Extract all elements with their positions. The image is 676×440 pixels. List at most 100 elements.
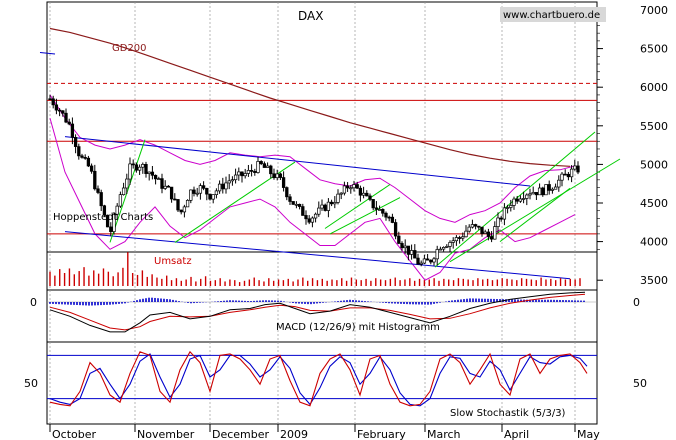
gd200-polyline xyxy=(49,27,571,167)
channel-line xyxy=(39,52,56,55)
y-tick-label: 6500 xyxy=(640,43,668,56)
macd-signal-line xyxy=(49,293,586,331)
stochastic-panel-frame xyxy=(46,341,598,425)
candle-body xyxy=(387,216,391,219)
stochastic-lines xyxy=(47,350,597,407)
trend-line xyxy=(109,139,146,243)
candle-body xyxy=(390,216,395,223)
candle-body xyxy=(205,187,209,195)
candle-body xyxy=(70,123,75,138)
candle-body xyxy=(118,194,123,207)
candle-body xyxy=(281,177,286,188)
trend-line xyxy=(499,187,571,242)
candle-body xyxy=(102,205,107,216)
candle-body xyxy=(451,240,455,243)
candle-body xyxy=(550,188,555,191)
candle-body xyxy=(189,189,193,201)
watermark-text: www.chartbuero.de xyxy=(503,10,600,21)
candle-body xyxy=(573,165,577,170)
candle-body xyxy=(166,185,171,188)
candle-body xyxy=(173,198,177,201)
candle-body xyxy=(422,258,427,264)
candle-body xyxy=(134,164,139,171)
candle-body xyxy=(534,192,539,196)
candle-body xyxy=(349,187,353,190)
candle-body xyxy=(89,165,94,172)
x-tick-label: December xyxy=(212,428,270,440)
macd-zero-left: 0 xyxy=(30,296,37,309)
candle-body xyxy=(377,209,382,211)
y-tick-label: 7000 xyxy=(640,4,668,17)
candle-body xyxy=(409,250,414,255)
candle-body xyxy=(528,193,532,196)
candle-body xyxy=(566,173,571,178)
candle-body xyxy=(77,146,81,157)
candle-body xyxy=(320,204,324,209)
candle-body xyxy=(265,165,270,168)
candle-body xyxy=(185,199,190,208)
candle-body xyxy=(246,170,251,174)
candle-body xyxy=(224,182,228,190)
candle-body xyxy=(115,205,119,215)
candle-body xyxy=(256,161,260,173)
candle-body xyxy=(425,258,430,261)
candle-body xyxy=(233,174,238,181)
candle-body xyxy=(109,226,113,232)
candle-body xyxy=(569,168,574,178)
candle-body xyxy=(217,183,222,192)
y-tick-label: 5000 xyxy=(640,158,668,171)
candle-body xyxy=(121,187,126,196)
candle-body xyxy=(259,161,263,165)
candle-body xyxy=(512,198,516,206)
candle-body xyxy=(73,137,78,147)
channel-line xyxy=(64,231,571,280)
gd200-line xyxy=(49,27,571,167)
candle-body xyxy=(333,202,337,205)
candle-body xyxy=(80,155,84,158)
candle-body xyxy=(211,194,215,200)
candle-body xyxy=(464,230,468,238)
candle-body xyxy=(400,243,404,249)
candle-body xyxy=(381,209,385,214)
x-tick-label: May xyxy=(577,428,600,440)
candle-body xyxy=(83,157,87,159)
candle-body xyxy=(461,236,465,239)
stoch-50-right: 50 xyxy=(633,377,647,390)
trend-line xyxy=(449,158,621,263)
candle-body xyxy=(499,217,503,220)
candle-body xyxy=(505,207,510,209)
candle-body xyxy=(249,170,254,172)
y-tick-label: 4000 xyxy=(640,236,668,249)
candle-body xyxy=(240,171,244,177)
stoch-50-left: 50 xyxy=(24,377,38,390)
candle-body xyxy=(278,173,283,178)
y-tick-label: 3500 xyxy=(640,274,668,287)
candle-body xyxy=(297,203,302,207)
channel-line xyxy=(64,136,531,187)
candle-body xyxy=(243,173,247,177)
stoch-d-line xyxy=(49,353,588,407)
candle-body xyxy=(313,213,318,219)
candle-body xyxy=(489,236,494,240)
candle-body xyxy=(67,121,71,125)
candle-body xyxy=(86,157,91,167)
candle-body xyxy=(515,198,519,202)
candle-body xyxy=(416,257,420,265)
candle-body xyxy=(413,250,417,259)
candle-body xyxy=(105,214,110,228)
candle-body xyxy=(128,163,132,180)
candle-body xyxy=(361,192,366,196)
candle-body xyxy=(125,178,129,189)
candle-body xyxy=(176,199,180,211)
candle-body xyxy=(441,247,446,250)
candle-body xyxy=(137,166,142,171)
price-axis: 3500 4000 4500 5000 5500 6000 6500 7000 xyxy=(597,4,668,287)
candle-body xyxy=(57,109,62,112)
candle-body xyxy=(301,206,305,216)
candle-body xyxy=(509,205,513,208)
bollinger-lower xyxy=(49,117,576,281)
macd-line xyxy=(49,291,586,333)
bollinger-upper xyxy=(49,94,576,223)
candle-body xyxy=(486,231,491,237)
candle-body xyxy=(365,192,369,197)
